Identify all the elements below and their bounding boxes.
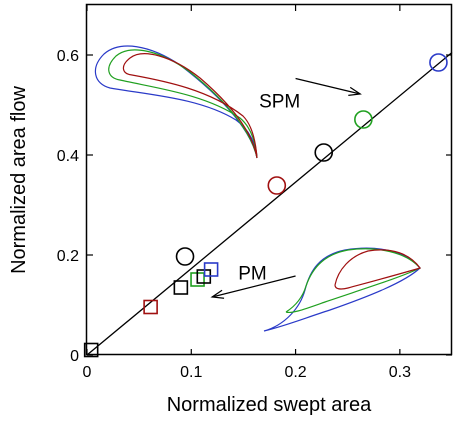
pm-foil-shapes-icon [264, 248, 420, 331]
y-tick-label: 0.2 [57, 248, 79, 265]
y-tick-label: 0 [70, 348, 79, 365]
data-point-square [174, 281, 187, 294]
annotation-label: PM [238, 264, 267, 285]
y-tick-label: 0.4 [57, 148, 79, 165]
spm-foil-shapes-icon [95, 46, 257, 158]
annotation-layer: SPM PM [212, 79, 360, 299]
x-tick-label: 0.3 [389, 364, 411, 381]
data-point-circle [430, 54, 447, 71]
x-tick-label: 0.1 [180, 364, 202, 381]
plot-frame [87, 5, 452, 355]
x-axis-title: Normalized swept area [167, 394, 372, 416]
y-axis-title: Normalized area flow [8, 86, 30, 274]
data-point-circle [177, 248, 194, 265]
y-axis: 0 0.2 0.4 0.6 [57, 48, 452, 365]
plot-area [87, 5, 452, 355]
annotation-label: SPM [259, 92, 300, 113]
x-tick-label: 0 [83, 364, 92, 381]
annotation-arrow [296, 79, 361, 95]
data-point-circle [268, 177, 285, 194]
x-axis: 0 0.1 0.2 0.3 [83, 5, 412, 381]
y-tick-label: 0.6 [57, 48, 79, 65]
x-tick-label: 0.2 [284, 364, 306, 381]
